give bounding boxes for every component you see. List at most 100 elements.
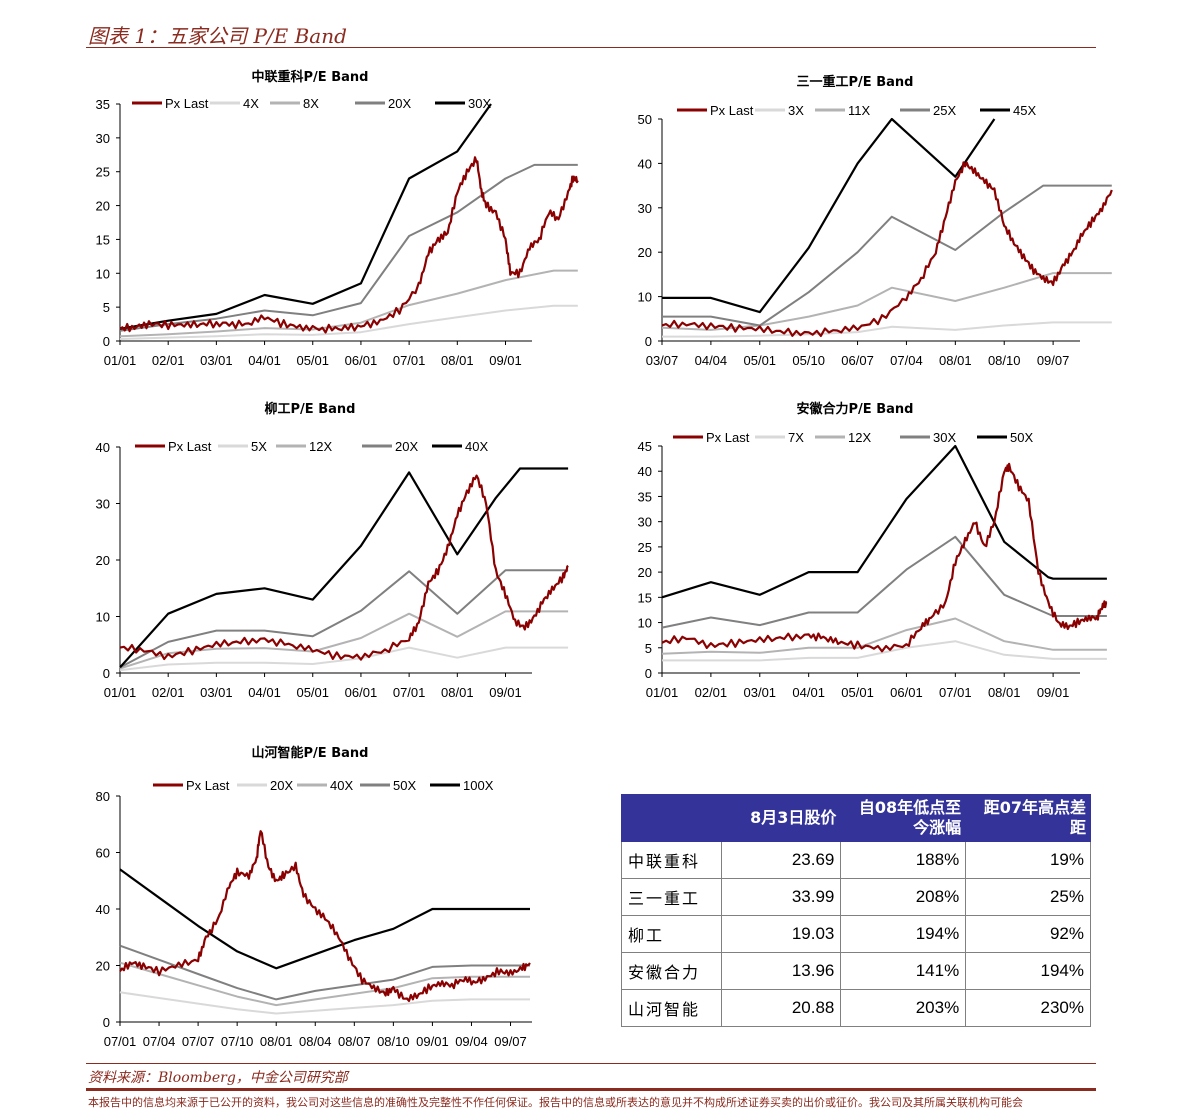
series-line-5x xyxy=(119,646,569,672)
row-name: 三一重工 xyxy=(621,878,722,916)
legend-label: 40X xyxy=(330,778,353,793)
x-tick-label: 08/01 xyxy=(988,685,1021,700)
row-price: 13.96 xyxy=(720,952,842,990)
y-tick-label: 60 xyxy=(96,846,110,861)
footer-divider xyxy=(86,1088,1096,1091)
series-line-7x xyxy=(662,640,1107,662)
row-gain: 194% xyxy=(840,915,967,953)
x-tick-label: 06/01 xyxy=(345,685,378,700)
x-tick-label: 09/04 xyxy=(455,1034,488,1049)
series-line-20x xyxy=(119,991,530,1015)
x-tick-label: 01/01 xyxy=(646,685,679,700)
x-tick-label: 06/01 xyxy=(345,353,378,368)
y-tick-label: 25 xyxy=(638,540,652,555)
chart-svg: 0 20 40 60 80 07/01 07/04 07/07 07/10 08/01 08/04 0… xyxy=(96,778,532,1049)
series-line-11x xyxy=(661,272,1112,331)
table-row: 山河智能 20.88 203% 230% xyxy=(621,989,1091,1027)
legend-label: Px Last xyxy=(706,430,750,445)
legend-label: Px Last xyxy=(710,103,754,118)
x-tick-label: 07/04 xyxy=(143,1034,176,1049)
summary-table: 8月3日股价 自08年低点至今涨幅 距07年高点差距 中联重科 23.69 18… xyxy=(621,794,1091,1027)
series-line-20x xyxy=(119,569,569,669)
series-line-px-last xyxy=(119,830,531,1002)
x-tick-label: 09/01 xyxy=(489,353,522,368)
y-tick-label: 40 xyxy=(96,440,110,455)
header-price: 8月3日股价 xyxy=(720,794,842,842)
x-tick-label: 08/07 xyxy=(338,1034,371,1049)
legend-label: 30X xyxy=(468,96,491,111)
row-price: 23.69 xyxy=(720,841,842,879)
y-tick-label: 0 xyxy=(645,666,652,681)
x-tick-label: 05/01 xyxy=(296,685,329,700)
legend-label: 11X xyxy=(848,103,870,118)
series-line-45x xyxy=(662,117,996,314)
x-tick-label: 09/07 xyxy=(1037,353,1070,368)
chart-title: 山河智能P/E Band xyxy=(251,746,369,761)
y-tick-label: 10 xyxy=(96,610,110,625)
series-line-px-last xyxy=(119,474,569,661)
y-tick-label: 80 xyxy=(96,789,110,804)
y-tick-label: 20 xyxy=(638,565,652,580)
y-tick-label: 0 xyxy=(103,666,110,681)
table-row: 三一重工 33.99 208% 25% xyxy=(621,878,1091,916)
y-tick-label: 10 xyxy=(638,616,652,631)
x-tick-label: 09/01 xyxy=(1037,685,1070,700)
x-tick-label: 03/07 xyxy=(646,353,679,368)
row-name: 安徽合力 xyxy=(621,952,722,990)
legend-label: 50X xyxy=(393,778,416,793)
y-tick-label: 30 xyxy=(96,131,110,146)
y-tick-label: 20 xyxy=(96,199,110,214)
y-tick-label: 40 xyxy=(96,902,110,917)
row-price: 20.88 xyxy=(720,989,842,1027)
x-tick-label: 08/01 xyxy=(939,353,972,368)
chart-zoomlion: 中联重科P/E Band 0 5 10 15 20 25 30 35 01/01 02/01 03/… xyxy=(60,62,579,382)
legend-label: 3X xyxy=(788,103,804,118)
legend-label: 20X xyxy=(270,778,293,793)
series-line-25x xyxy=(662,184,1112,327)
x-tick-label: 07/04 xyxy=(890,353,923,368)
series-line-4x xyxy=(119,304,578,340)
x-tick-label: 05/01 xyxy=(296,353,329,368)
y-tick-label: 0 xyxy=(645,334,652,349)
row-name: 中联重科 xyxy=(621,841,722,879)
x-tick-label: 07/01 xyxy=(104,1034,137,1049)
legend-label: 100X xyxy=(463,778,494,793)
x-tick-label: 05/01 xyxy=(744,353,777,368)
x-tick-label: 06/01 xyxy=(890,685,923,700)
series-line-40x xyxy=(119,961,530,1007)
y-tick-label: 0 xyxy=(103,334,110,349)
row-gain: 141% xyxy=(840,952,967,990)
header-gap: 距07年高点差距 xyxy=(965,794,1091,842)
x-tick-label: 04/01 xyxy=(248,685,281,700)
x-tick-label: 02/01 xyxy=(152,685,185,700)
series-line-8x xyxy=(119,269,578,338)
series-line-px-last xyxy=(119,156,579,334)
x-tick-label: 04/04 xyxy=(695,353,728,368)
y-tick-label: 40 xyxy=(638,464,652,479)
legend-label: 20X xyxy=(388,96,411,111)
legend-label: Px Last xyxy=(168,439,212,454)
series-line-20x xyxy=(119,163,578,332)
chart-svg: 0 10 20 30 40 50 03/07 04/04 05/01 05/10 06/07 07/0… xyxy=(638,103,1113,368)
x-tick-label: 07/10 xyxy=(221,1034,254,1049)
chart-title: 三一重工P/E Band xyxy=(796,75,914,90)
series-line-30x xyxy=(119,103,492,330)
y-tick-label: 20 xyxy=(96,553,110,568)
y-tick-label: 45 xyxy=(638,439,652,454)
x-tick-label: 09/07 xyxy=(494,1034,527,1049)
row-gain: 203% xyxy=(840,989,967,1027)
row-gain: 188% xyxy=(840,841,967,879)
disclaimer-text: 本报告中的信息均来源于已公开的资料，我公司对这些信息的准确性及完整性不作任何保证… xyxy=(88,1096,1023,1109)
row-gap: 92% xyxy=(965,915,1091,953)
legend-label: 20X xyxy=(395,439,418,454)
legend-label: 7X xyxy=(788,430,804,445)
legend-label: 50X xyxy=(1010,430,1033,445)
series-line-px-last xyxy=(661,462,1108,653)
series-line-40x xyxy=(119,467,569,669)
x-tick-label: 01/01 xyxy=(104,353,137,368)
y-tick-label: 5 xyxy=(103,300,110,315)
y-tick-label: 30 xyxy=(638,201,652,216)
x-tick-label: 03/01 xyxy=(200,685,233,700)
x-tick-label: 07/01 xyxy=(393,685,426,700)
source-divider xyxy=(86,1063,1096,1064)
